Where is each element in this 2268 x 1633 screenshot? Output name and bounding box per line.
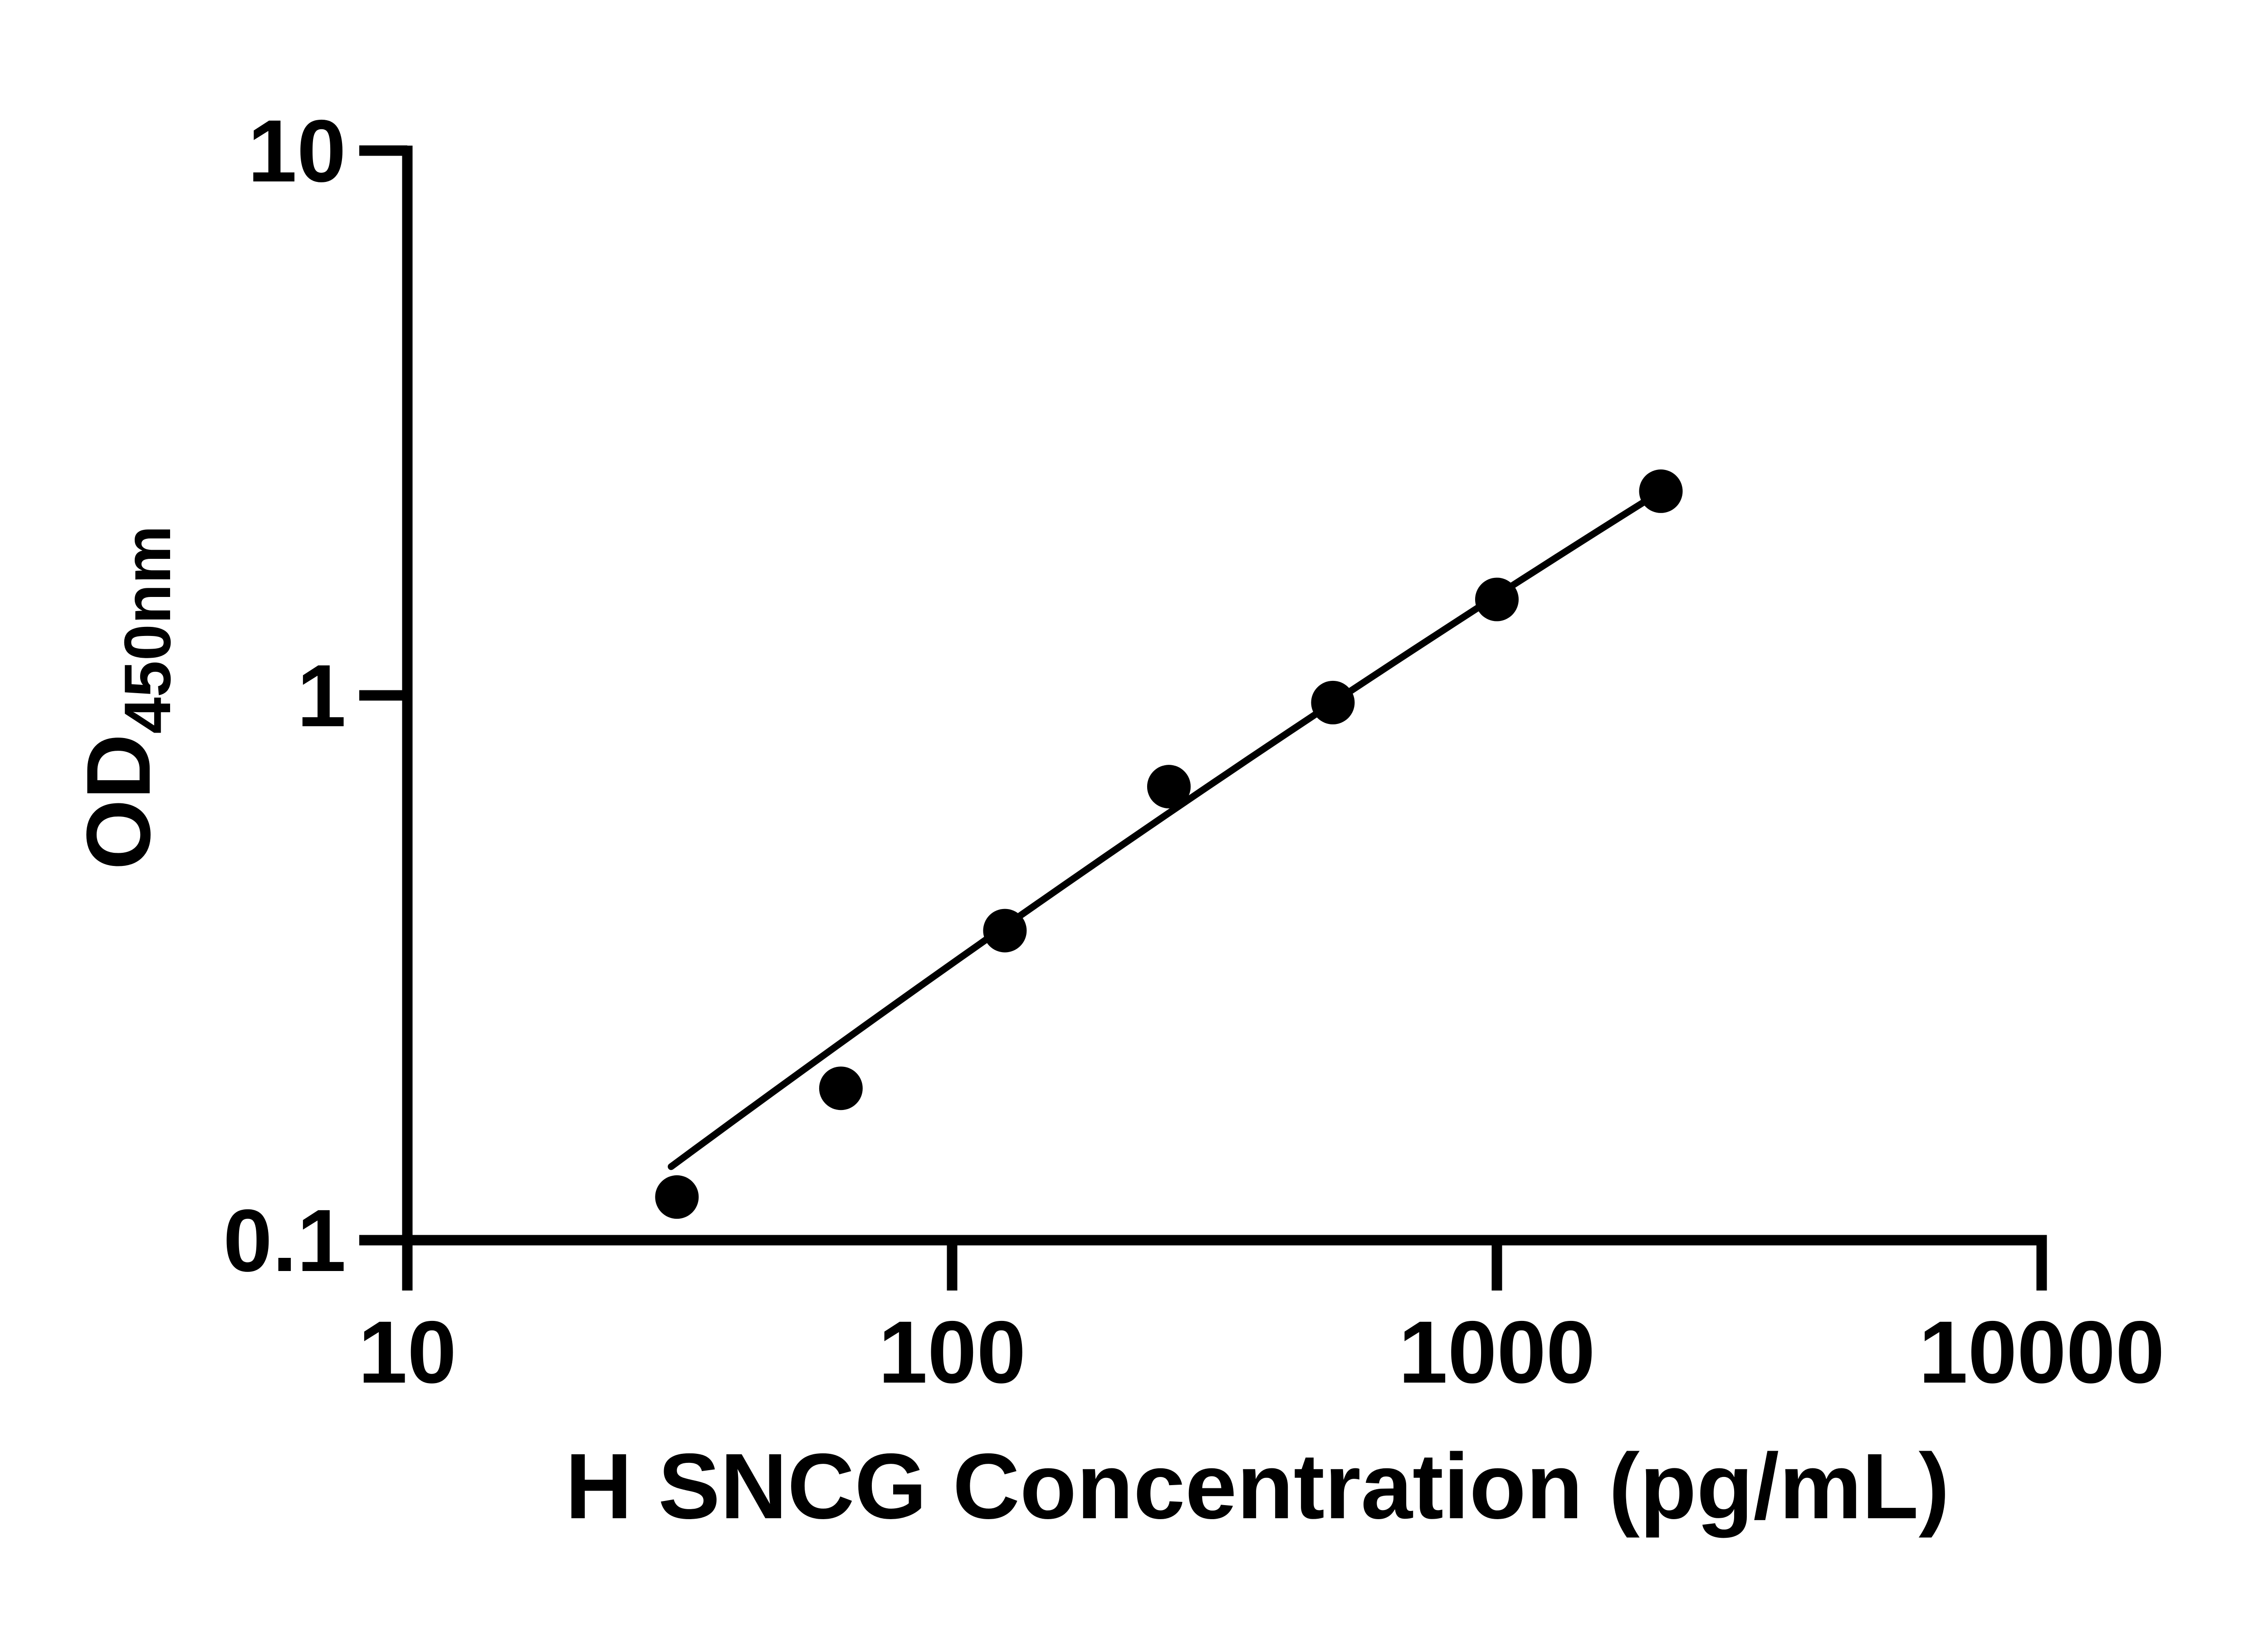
y-axis-title: OD450nm (68, 525, 184, 870)
data-point (1475, 577, 1519, 621)
data-layer (655, 469, 1683, 1219)
data-point (1311, 680, 1355, 724)
y-tick-label: 1 (297, 646, 346, 745)
y-tick-label: 10 (248, 102, 346, 200)
data-point (983, 909, 1027, 953)
data-point (1147, 765, 1191, 809)
x-tick-label: 10000 (1919, 1303, 2165, 1402)
x-axis-title: H SNCG Concentration (pg/mL) (565, 1434, 1950, 1538)
x-tick-label: 100 (878, 1303, 1026, 1402)
x-tick-label: 1000 (1398, 1303, 1595, 1402)
y-axis-title-main: OD (68, 734, 169, 870)
data-point (655, 1175, 699, 1219)
y-axis-title-subscript: 450nm (111, 525, 184, 733)
axes (359, 146, 2047, 1246)
data-point (1639, 469, 1683, 513)
tick-labels: 0.1 1 10 10 100 1000 10000 (223, 102, 2165, 1402)
axis-ticks (359, 145, 2047, 1291)
y-tick-label: 0.1 (223, 1191, 346, 1290)
data-point (819, 1066, 863, 1110)
x-tick-label: 10 (358, 1303, 457, 1402)
